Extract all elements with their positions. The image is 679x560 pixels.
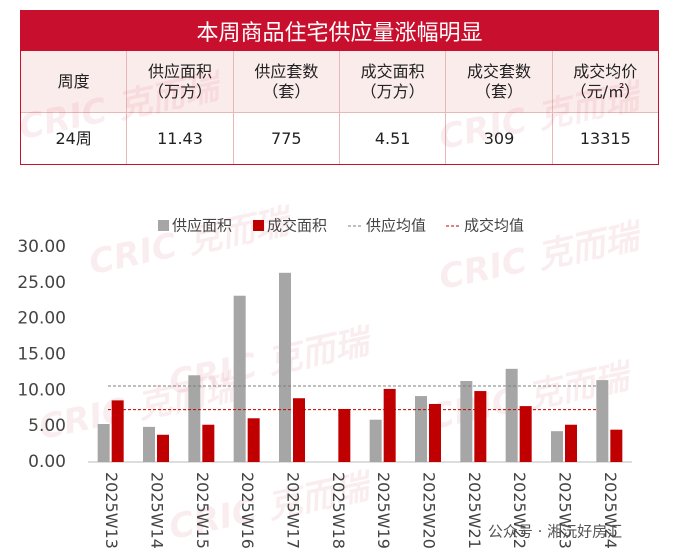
bar [188, 375, 201, 462]
watermark: CRIC 克而瑞 [16, 66, 227, 148]
x-tick-label: 2025W13 [102, 472, 121, 549]
data-cell: 775 [232, 113, 339, 164]
y-tick-label: 15.00 [17, 345, 66, 365]
legend-swatch [158, 220, 169, 231]
watermark: CRIC 克而瑞 [436, 76, 647, 158]
x-tick-label: 2025W19 [374, 472, 393, 549]
x-tick-label: 2025W17 [284, 472, 303, 549]
bar [202, 424, 215, 462]
x-tick-label: 2025W22 [510, 472, 529, 549]
bar [429, 403, 441, 462]
bar [474, 391, 487, 462]
data-cell: 4.51 [338, 113, 445, 164]
bar [415, 396, 427, 462]
legend-label: 供应面积 [172, 217, 232, 235]
bar [293, 398, 305, 462]
y-tick-label: 5.00 [28, 416, 66, 436]
header-text: 成交均价 [573, 61, 638, 81]
header-text: 成交套数 [466, 61, 531, 81]
x-tick-label: 2025W24 [601, 472, 620, 549]
watermark: CRIC 克而瑞 [86, 201, 297, 283]
x-tick-label: 2025W21 [465, 472, 484, 549]
header-cell: 成交面积 （万方） [338, 51, 446, 113]
x-tick-label: 2025W18 [329, 472, 348, 549]
data-cell: 13315 [551, 113, 658, 164]
y-tick-label: 10.00 [17, 380, 66, 400]
header-text: 周度 [57, 71, 90, 91]
header-text: （套） [474, 81, 523, 101]
header-text: 供应面积 [147, 61, 212, 81]
bar [233, 295, 246, 462]
bar [279, 272, 291, 462]
y-tick-label: 25.00 [17, 273, 66, 293]
table-title: 本周商品住宅供应量涨幅明显 [21, 11, 658, 51]
x-tick-label: 2025W20 [420, 472, 439, 549]
x-tick-label: 2025W23 [556, 472, 575, 549]
x-tick-label: 2025W15 [193, 472, 212, 549]
bar [143, 426, 155, 462]
bar [338, 408, 351, 462]
header-text: （万方） [147, 81, 212, 101]
header-cell: 供应套数 （套） [232, 51, 339, 113]
data-cell: 309 [445, 113, 551, 164]
x-tick-label: 2025W14 [148, 472, 167, 549]
bar [565, 424, 577, 462]
bar [97, 424, 110, 462]
header-row: 周度 供应面积 （万方） 供应套数 （套） 成交面积 （万方） 成交套数 （套） 成交均价 （元/㎡… [21, 51, 658, 113]
bar [610, 429, 623, 462]
header-text: 成交面积 [360, 61, 425, 81]
y-tick-label: 30.00 [17, 237, 66, 257]
bar [383, 388, 396, 462]
header-text: （套） [262, 81, 311, 101]
legend-label: 成交面积 [267, 217, 327, 235]
data-cell: 11.43 [126, 113, 232, 164]
bar [519, 406, 532, 462]
data-row: 24周 11.43 775 4.51 309 13315 [21, 113, 658, 164]
footer: 公众号 · 湘沅好房汇 [488, 523, 622, 541]
bar [596, 380, 609, 462]
data-cell: 24周 [55, 128, 92, 148]
bar [460, 381, 473, 462]
legend-label: 供应均值 [366, 217, 426, 235]
bar [369, 419, 382, 462]
legend-label: 成交均值 [464, 217, 524, 235]
bar [551, 431, 563, 462]
x-tick-label: 2025W16 [238, 472, 257, 549]
header-cell: 成交套数 （套） [445, 51, 552, 113]
header-cell: 成交均价 （元/㎡） [551, 51, 658, 113]
bar [247, 418, 260, 462]
bar [111, 400, 124, 462]
summary-table: 本周商品住宅供应量涨幅明显 周度 供应面积 （万方） 供应套数 （套） 成交面积 （万方）成… [20, 10, 659, 165]
header-cell: 周度 [21, 51, 127, 113]
legend-swatch [253, 220, 264, 231]
header-text: （万方） [360, 81, 425, 101]
y-tick-label: 20.00 [17, 309, 66, 329]
y-tick-label: 0.00 [28, 452, 66, 472]
header-cell: 供应面积 （万方） [126, 51, 233, 113]
bar [157, 434, 169, 462]
header-text: 供应套数 [254, 61, 319, 81]
header-text: （元/㎡） [570, 81, 640, 101]
watermark: CRIC 克而瑞 [36, 366, 247, 448]
bar [505, 368, 518, 462]
